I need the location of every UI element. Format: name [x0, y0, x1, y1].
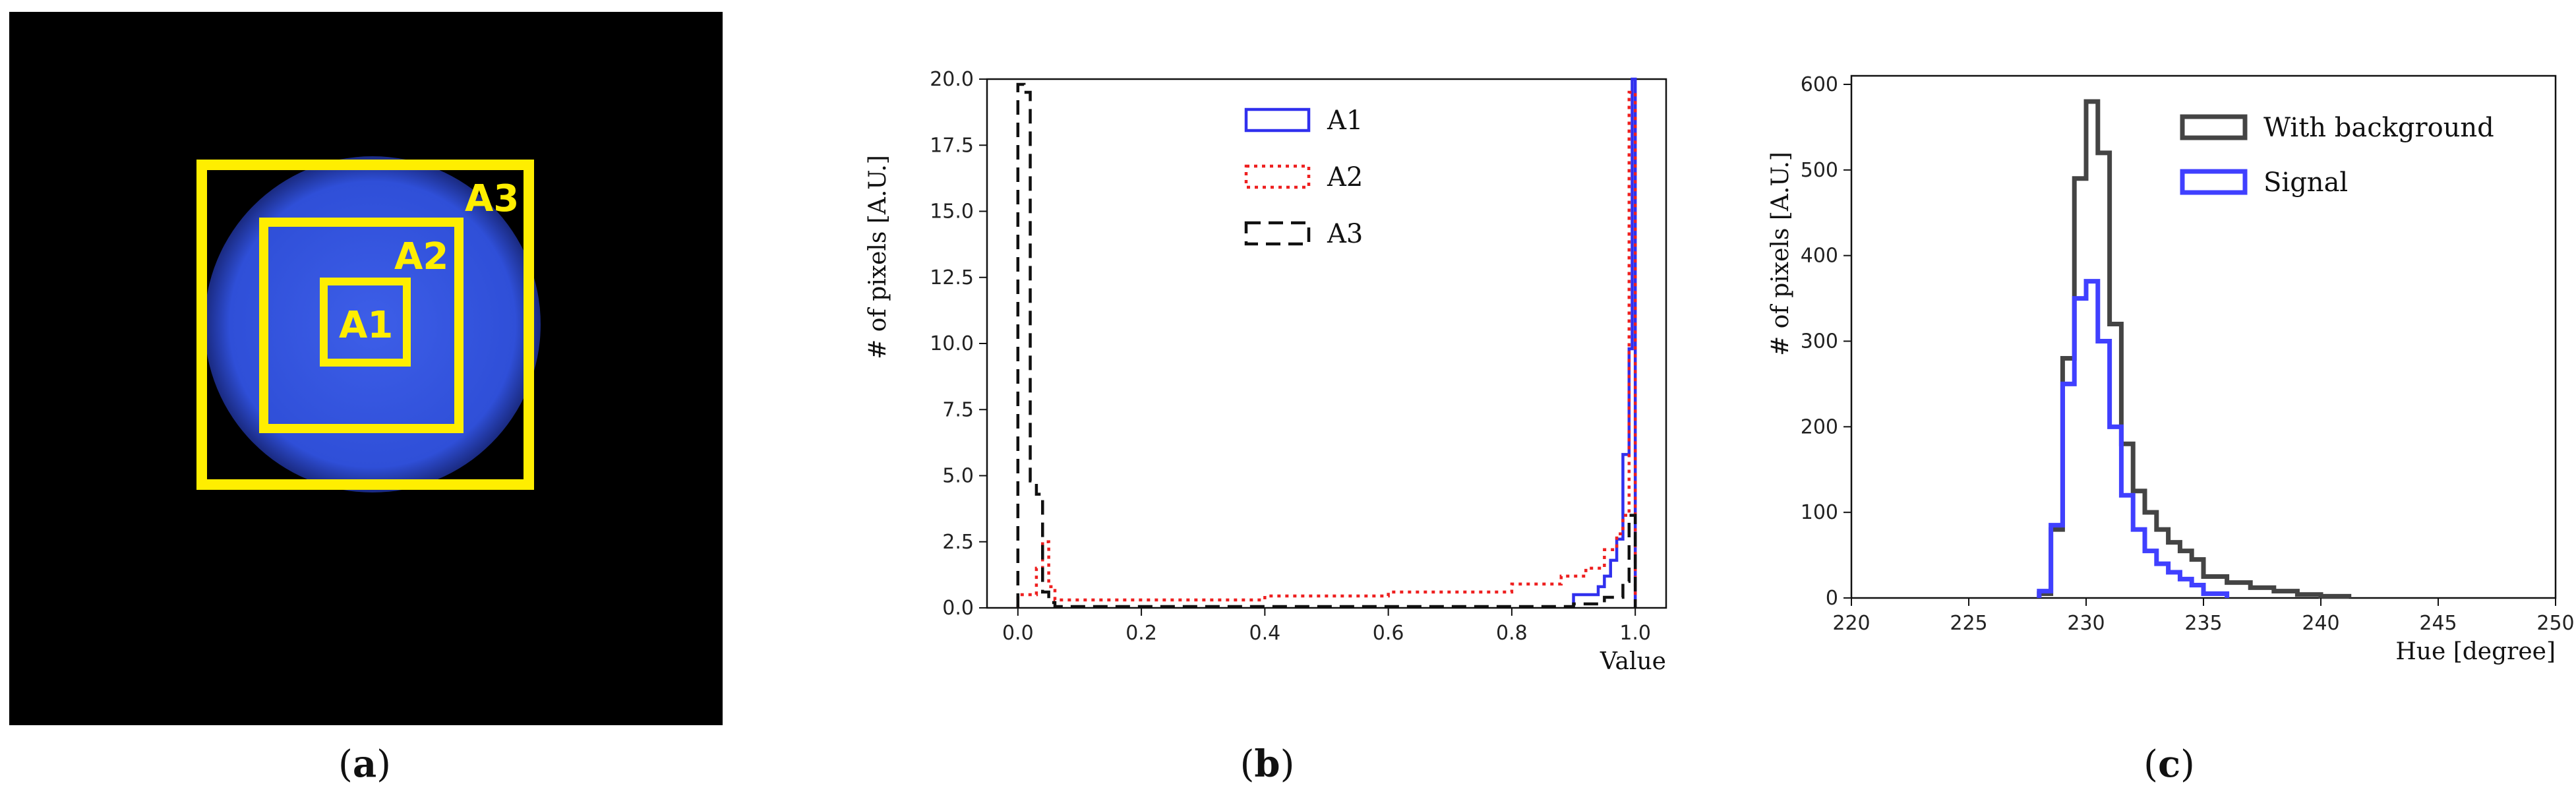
legend-label: A2: [1327, 162, 1363, 193]
y-tick-label: 100: [1801, 501, 1838, 524]
chart-c: 220 225 230 235 240 245 250 0 100 200 300 400 500 60…: [1767, 73, 2575, 665]
caption-b-close: ): [1280, 743, 1295, 786]
legend-swatch: [1244, 164, 1311, 189]
y-tick-label: 0.0: [942, 597, 974, 620]
series-c-0: [2037, 99, 2352, 599]
box-a2: [259, 218, 464, 433]
y-tick-label: 600: [1801, 73, 1838, 96]
y-tick-label: 2.5: [942, 531, 974, 554]
chart-b: 0.0 0.2 0.4 0.6 0.8 1.0 0.0 2.5 5.0 7.5 10.0 12.5 1…: [864, 68, 1667, 675]
x-axis-label-b: Value: [1600, 648, 1666, 675]
x-tick-label: 1.0: [1619, 622, 1651, 645]
y-tick-label: 400: [1801, 245, 1838, 268]
series-b-2: [1016, 82, 1637, 609]
y-tick-label: 5.0: [942, 465, 974, 488]
x-tick-label: 250: [2536, 612, 2574, 635]
y-tick-label: 20.0: [930, 68, 974, 91]
y-tick-label: 10.0: [930, 332, 974, 355]
x-ticks-b: 0.0 0.2 0.4 0.6 0.8 1.0: [1002, 608, 1651, 645]
x-tick-label: 225: [1950, 612, 1987, 635]
x-tick-label: 240: [2302, 612, 2339, 635]
y-tick-label: 200: [1801, 415, 1838, 438]
x-tick-label: 245: [2419, 612, 2457, 635]
x-tick-label: 0.6: [1373, 622, 1404, 645]
x-ticks-c: 220 225 230 235 240 245 250: [1832, 598, 2575, 635]
legend-label: A3: [1327, 219, 1363, 249]
y-tick-label: 17.5: [930, 134, 974, 157]
legend-b: A1 A2 A3: [1244, 105, 1363, 249]
legend-swatch: [2180, 114, 2248, 140]
x-tick-label: 0.0: [1002, 622, 1034, 645]
y-axis-label-c: # of pixels [A.U.]: [1767, 152, 1794, 356]
caption-a-close: ): [376, 743, 391, 786]
caption-c-open: (: [2143, 743, 2158, 786]
y-ticks-c: 0 100 200 300 400 500 600: [1801, 73, 1851, 610]
x-tick-label: 0.2: [1125, 622, 1157, 645]
y-axis-label-b: # of pixels [A.U.]: [864, 155, 891, 359]
panel-a: A3 A2 A1: [9, 12, 723, 725]
x-tick-label: 0.8: [1496, 622, 1528, 645]
caption-b-open: (: [1240, 743, 1255, 786]
box-a1: [320, 278, 411, 367]
y-tick-label: 500: [1801, 159, 1838, 182]
x-tick-label: 0.4: [1249, 622, 1281, 645]
series-b-1: [1016, 90, 1637, 608]
y-ticks-b: 0.0 2.5 5.0 7.5 10.0 12.5 15.0 17.5 20.0: [930, 68, 987, 620]
plot-frame-b: [986, 78, 1667, 609]
series-c-1: [2037, 279, 2230, 598]
caption-c-letter: c: [2158, 742, 2180, 786]
box-label-a3: A3: [465, 177, 519, 220]
legend-swatch: [2180, 169, 2248, 195]
y-tick-label: 300: [1801, 330, 1838, 353]
legend-swatch: [1244, 107, 1311, 133]
legend-swatch: [1244, 221, 1311, 246]
caption-b: (b): [1240, 742, 1295, 786]
y-tick-label: 7.5: [942, 398, 974, 421]
legend-c: With background Signal: [2180, 113, 2494, 198]
x-tick-label: 230: [2067, 612, 2105, 635]
y-tick-label: 0: [1826, 587, 1838, 610]
box-a3: [196, 160, 534, 490]
caption-a: (a): [338, 742, 391, 786]
legend-label: A1: [1327, 105, 1363, 136]
series-group-c: [2037, 99, 2352, 599]
caption-c: (c): [2143, 742, 2195, 786]
series-b-0: [1572, 77, 1637, 608]
box-label-a2: A2: [394, 235, 448, 278]
caption-a-letter: a: [353, 742, 376, 786]
x-axis-label-c: Hue [degree]: [2395, 638, 2556, 665]
y-tick-label: 15.0: [930, 200, 974, 223]
caption-a-open: (: [338, 743, 353, 786]
y-tick-label: 12.5: [930, 266, 974, 289]
box-label-a1: A1: [339, 304, 393, 347]
x-tick-label: 235: [2184, 612, 2222, 635]
caption-c-close: ): [2180, 743, 2195, 786]
plot-frame-c: [1850, 74, 2557, 599]
x-tick-label: 220: [1832, 612, 1870, 635]
caption-b-letter: b: [1254, 742, 1280, 786]
legend-label: With background: [2263, 113, 2494, 143]
series-group-b: [1016, 77, 1637, 609]
legend-label: Signal: [2263, 167, 2348, 198]
